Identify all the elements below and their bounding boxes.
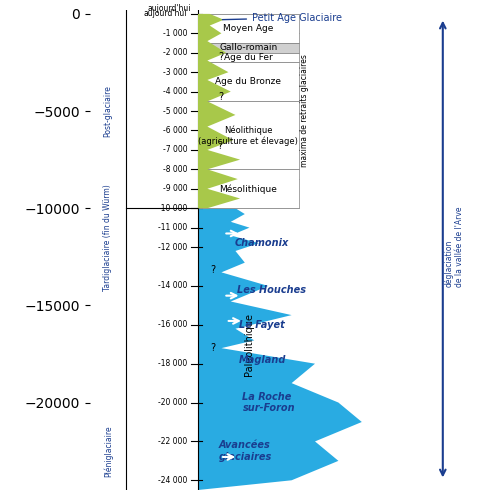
Polygon shape xyxy=(198,14,362,490)
FancyBboxPatch shape xyxy=(198,53,299,62)
Text: ?: ? xyxy=(210,343,216,353)
Text: Pléniglaciaire: Pléniglaciaire xyxy=(104,426,113,477)
Text: -3 000: -3 000 xyxy=(162,68,187,76)
Text: Les Houches: Les Houches xyxy=(237,285,306,295)
Text: -12 000: -12 000 xyxy=(158,242,187,252)
Text: -20 000: -20 000 xyxy=(158,398,187,407)
Text: -1 000: -1 000 xyxy=(162,29,187,38)
Text: -5 000: -5 000 xyxy=(162,106,187,116)
Text: Le Fayet: Le Fayet xyxy=(239,320,285,330)
Text: ?: ? xyxy=(218,141,222,151)
Text: -9 000: -9 000 xyxy=(162,184,187,194)
FancyBboxPatch shape xyxy=(198,170,299,208)
FancyBboxPatch shape xyxy=(198,14,299,43)
Text: Chamonix: Chamonix xyxy=(234,238,289,248)
Text: -11 000: -11 000 xyxy=(158,223,187,232)
Text: -7 000: -7 000 xyxy=(162,146,187,154)
Text: Néolithique
(agriculture et élevage): Néolithique (agriculture et élevage) xyxy=(198,125,298,146)
Text: -2 000: -2 000 xyxy=(162,48,187,58)
FancyBboxPatch shape xyxy=(198,102,299,170)
Text: ?: ? xyxy=(218,52,224,62)
Text: -10 000: -10 000 xyxy=(158,204,187,212)
Text: aujourd'hui: aujourd'hui xyxy=(148,4,191,13)
Text: Age du Fer: Age du Fer xyxy=(224,53,273,62)
Text: La Roche
sur-Foron: La Roche sur-Foron xyxy=(242,392,295,413)
Text: déglaciation
de la vallée de l'Arve: déglaciation de la vallée de l'Arve xyxy=(444,207,464,288)
Text: Paléolithique: Paléolithique xyxy=(243,313,254,376)
FancyBboxPatch shape xyxy=(198,62,299,102)
Text: Magland: Magland xyxy=(239,355,286,365)
Text: Petit Age Glaciaire: Petit Age Glaciaire xyxy=(222,13,342,23)
Text: -14 000: -14 000 xyxy=(158,282,187,290)
Text: Post-glaciaire: Post-glaciaire xyxy=(104,85,112,137)
Text: -6 000: -6 000 xyxy=(162,126,187,135)
Text: Moyen Age: Moyen Age xyxy=(223,24,274,33)
Text: -16 000: -16 000 xyxy=(158,320,187,330)
Text: ?: ? xyxy=(218,92,223,102)
Text: Mésolithique: Mésolithique xyxy=(220,184,278,194)
Text: Age du Bronze: Age du Bronze xyxy=(216,78,282,86)
Text: Tardiglaciaire (fin du Würm): Tardiglaciaire (fin du Würm) xyxy=(104,184,112,290)
Text: maxima de retraits glaciaires: maxima de retraits glaciaires xyxy=(300,54,308,168)
Text: ?: ? xyxy=(210,266,216,276)
FancyBboxPatch shape xyxy=(198,43,299,53)
Polygon shape xyxy=(198,14,240,208)
Text: Avancées
glaciaires: Avancées glaciaires xyxy=(219,440,272,462)
Text: -8 000: -8 000 xyxy=(162,165,187,174)
Text: -22 000: -22 000 xyxy=(158,437,187,446)
Text: -24 000: -24 000 xyxy=(158,476,187,485)
Text: Gallo-romain: Gallo-romain xyxy=(220,44,278,52)
Text: -4 000: -4 000 xyxy=(162,87,187,96)
Text: -18 000: -18 000 xyxy=(158,359,187,368)
Text: aujourd'hui: aujourd'hui xyxy=(144,10,187,18)
